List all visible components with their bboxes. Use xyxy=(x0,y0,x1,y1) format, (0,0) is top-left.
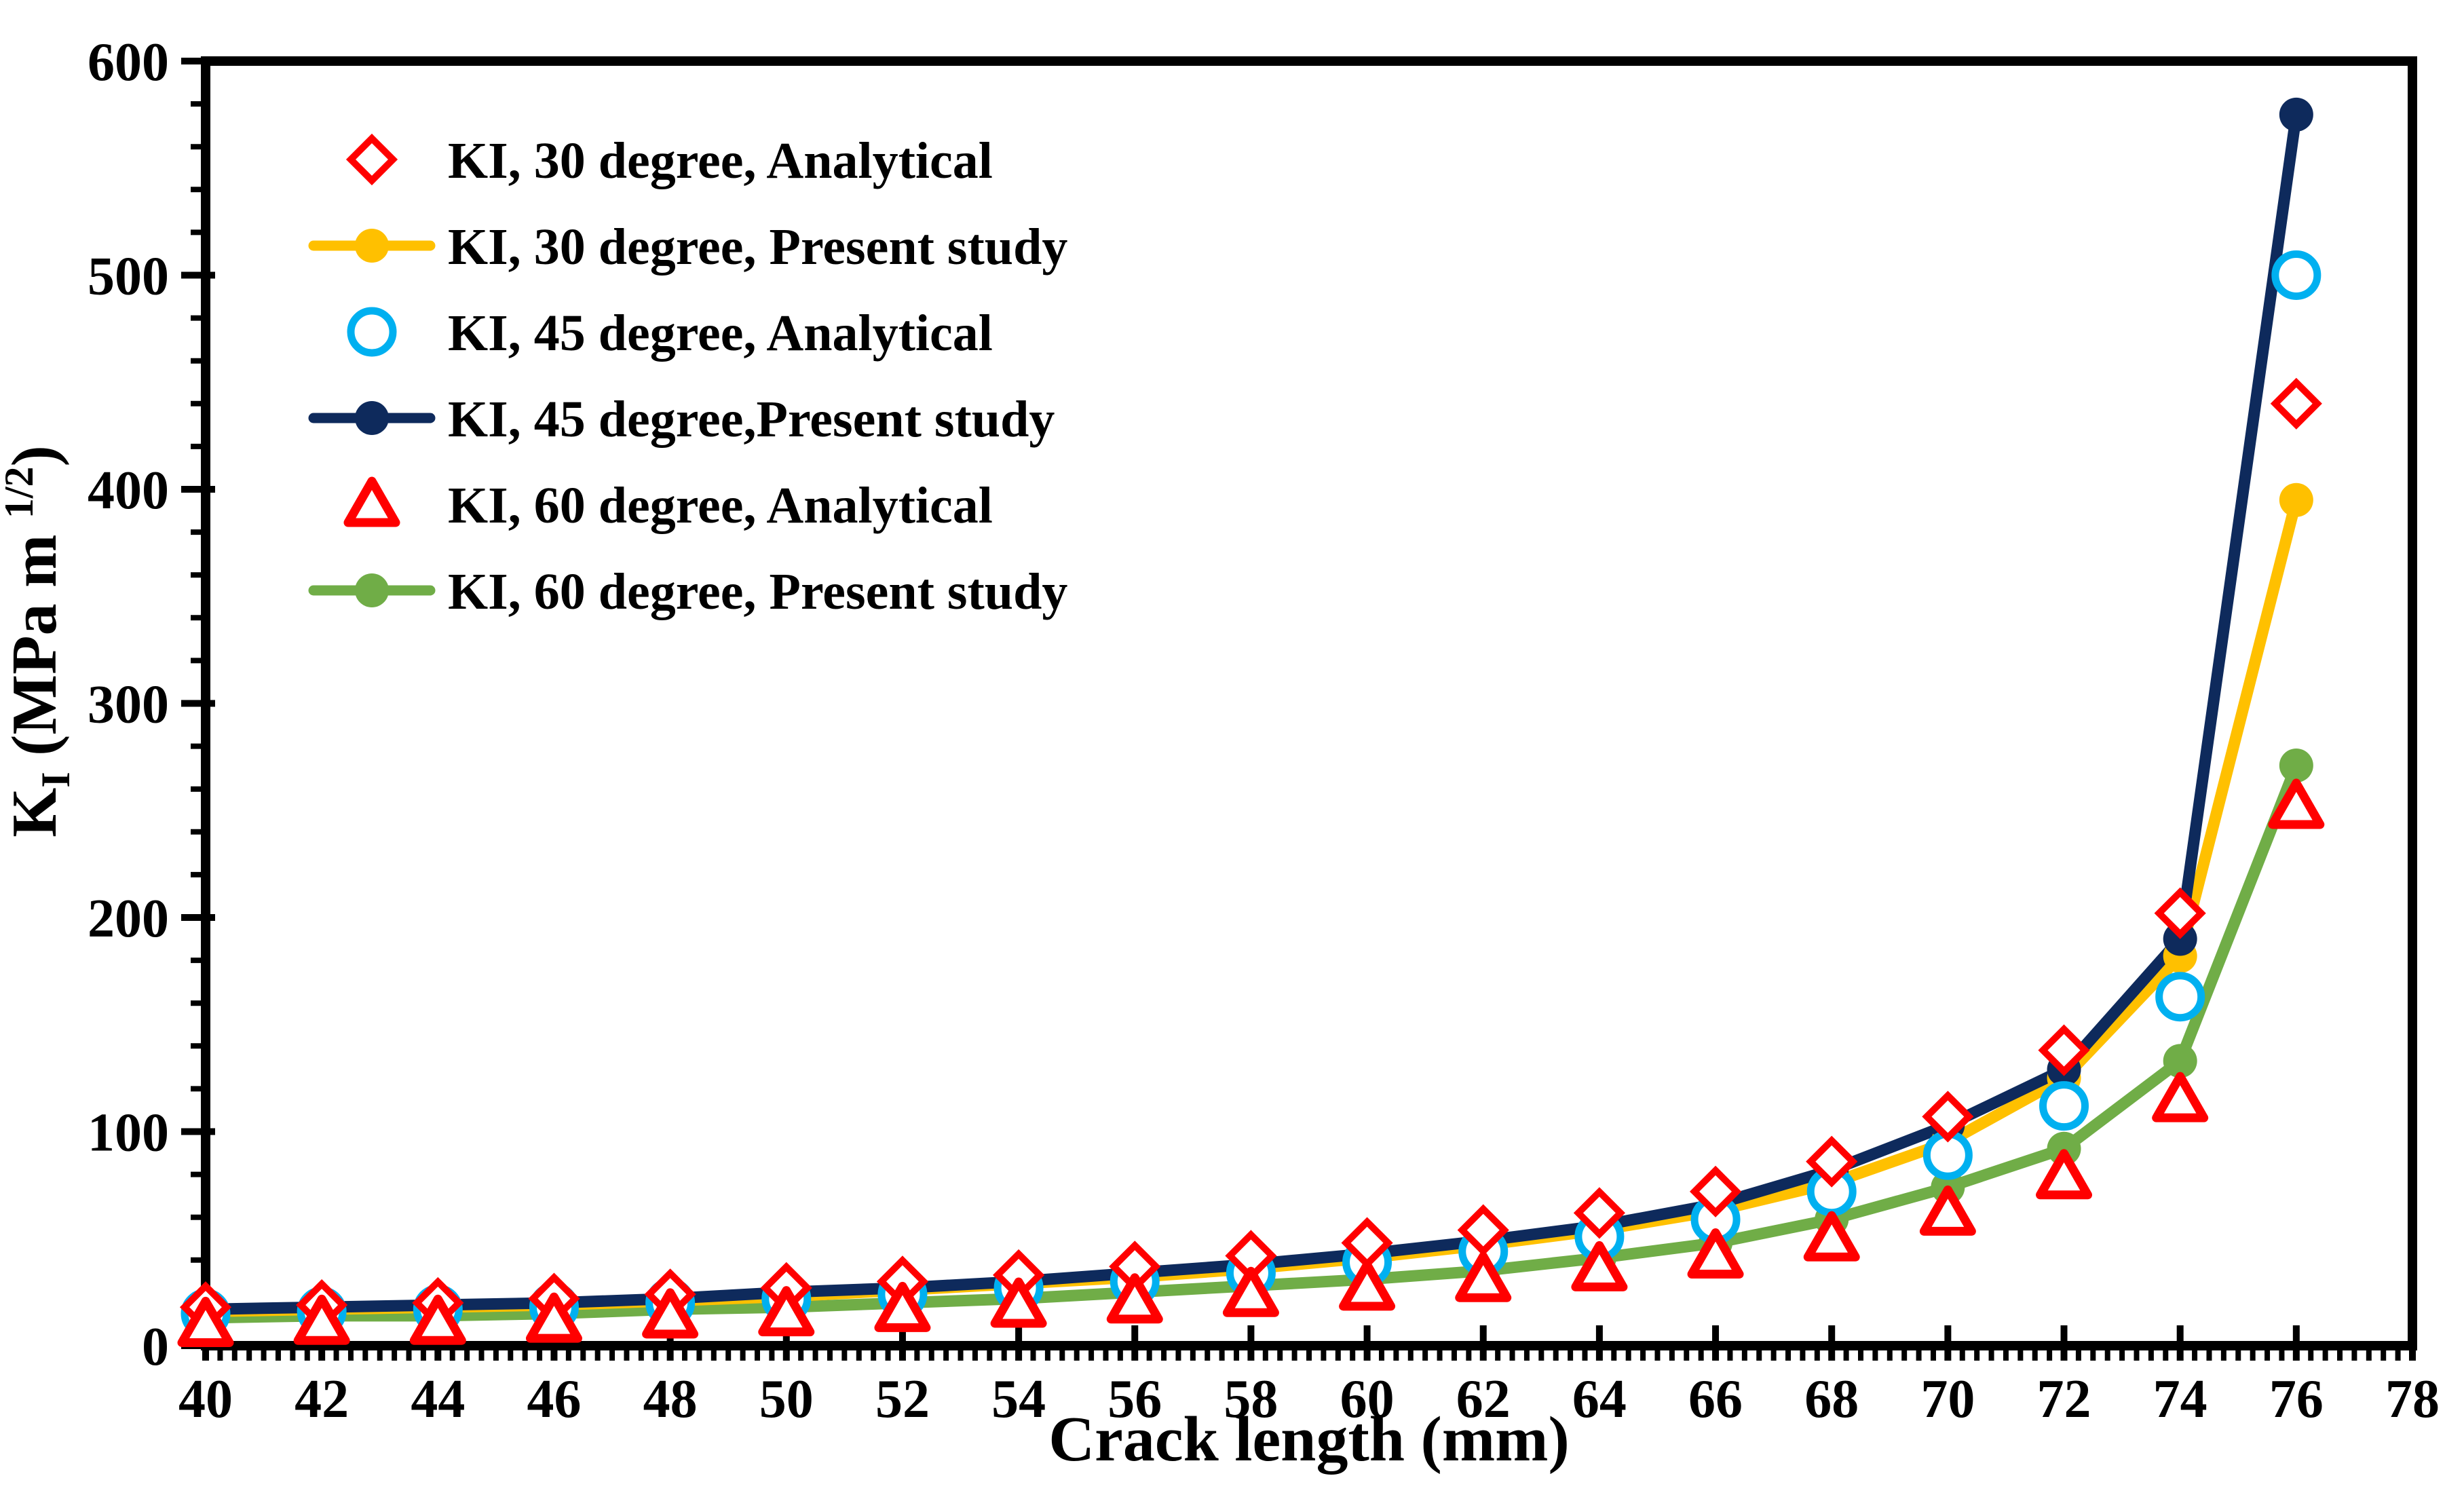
legend-marker xyxy=(355,401,389,435)
x-axis-tick-label: 46 xyxy=(527,1369,581,1429)
y-title-text: K xyxy=(0,788,70,837)
x-axis-tick-label: 54 xyxy=(991,1369,1046,1429)
y-axis-tick-label: 0 xyxy=(142,1317,169,1377)
data-point-series-2 xyxy=(2039,1081,2089,1131)
y-title-text: ) xyxy=(0,445,70,466)
data-point-series-4 xyxy=(990,1277,1047,1328)
x-axis-tick-label: 40 xyxy=(178,1369,233,1429)
series-line-3 xyxy=(200,109,2302,1315)
data-point-series-0 xyxy=(1922,1091,1974,1143)
data-point-series-4 xyxy=(1571,1241,1628,1291)
data-point-series-0 xyxy=(2154,887,2206,939)
data-point-series-0 xyxy=(1689,1165,1742,1217)
data-point-series-4 xyxy=(1222,1266,1279,1317)
x-axis-tick-label: 68 xyxy=(1804,1369,1859,1429)
data-point-series-4 xyxy=(1687,1228,1744,1279)
data-point-series-4 xyxy=(2268,778,2325,829)
data-point-series-5 xyxy=(2047,1131,2081,1166)
data-point-series-4 xyxy=(758,1286,815,1337)
data-point-series-0 xyxy=(2270,377,2322,430)
data-point-series-5 xyxy=(2279,748,2313,782)
legend-marker xyxy=(355,573,389,607)
data-point-series-4 xyxy=(2152,1072,2209,1122)
legend-item-label: KI, 30 degree, Analytical xyxy=(448,132,993,189)
x-axis-tick-label: 44 xyxy=(411,1369,465,1429)
data-point-series-0 xyxy=(2038,1024,2090,1076)
data-point-series-4 xyxy=(293,1294,350,1345)
data-point-series-1 xyxy=(2279,482,2313,517)
data-point-series-4 xyxy=(1339,1260,1396,1311)
x-axis-tick-label: 62 xyxy=(1456,1369,1511,1429)
data-point-series-4 xyxy=(1919,1185,1976,1236)
data-point-series-4 xyxy=(177,1296,234,1347)
legend-marker xyxy=(355,229,389,263)
x-axis-tick-label: 48 xyxy=(643,1369,698,1429)
legend-marker xyxy=(345,133,398,186)
y-title-subscript: I xyxy=(33,772,78,787)
legend-item-label: KI, 30 degree, Present study xyxy=(448,219,1067,276)
data-point-series-0 xyxy=(1573,1187,1625,1239)
x-axis-tick-label: 74 xyxy=(2153,1369,2207,1429)
data-point-series-4 xyxy=(2036,1149,2093,1200)
x-axis-tick-label: 66 xyxy=(1688,1369,1743,1429)
plot-area: 0 100 200 300 400 500 600 40 42 44 46 48 50 52 54 56 58 6… xyxy=(88,33,2440,1429)
x-axis-tick-label: 70 xyxy=(1920,1369,1975,1429)
y-axis-title: KI​ (MPa m 1/2​) xyxy=(0,445,78,837)
x-axis-tick-label: 42 xyxy=(295,1369,349,1429)
data-point-series-4 xyxy=(642,1288,699,1339)
y-axis-tick-label: 400 xyxy=(88,461,169,521)
y-axis-tick-label: 100 xyxy=(88,1103,169,1163)
x-axis-title: Crack length (mm) xyxy=(1048,1404,1570,1475)
legend-item-label: KI, 60 degree, Analytical xyxy=(448,477,993,534)
data-point-series-0 xyxy=(1457,1204,1509,1256)
series-line-1 xyxy=(200,494,2302,1318)
data-point-series-4 xyxy=(1455,1251,1512,1302)
data-point-series-4 xyxy=(1106,1273,1163,1324)
legend-item-label: KI, 45 degree,Present study xyxy=(448,391,1055,448)
legend-item-label: KI, 45 degree, Analytical xyxy=(448,305,993,362)
data-point-series-5 xyxy=(2163,1044,2197,1078)
y-title-superscript: 1/2 xyxy=(0,466,41,518)
data-point-series-4 xyxy=(874,1281,931,1332)
x-axis-tick-label: 76 xyxy=(2269,1369,2324,1429)
x-axis-tick-label: 56 xyxy=(1107,1369,1162,1429)
x-axis-tick-label: 64 xyxy=(1572,1369,1627,1429)
x-axis-tick-label: 50 xyxy=(759,1369,814,1429)
data-point-series-4 xyxy=(409,1294,466,1345)
x-axis-tick-label: 78 xyxy=(2385,1369,2440,1429)
legend-marker xyxy=(347,307,397,357)
y-axis-tick-label: 200 xyxy=(88,889,169,949)
data-point-series-2 xyxy=(2155,972,2205,1022)
x-axis-tick-label: 60 xyxy=(1340,1369,1395,1429)
legend-item-label: KI, 60 degree, Present study xyxy=(448,563,1067,620)
y-axis-tick-label: 500 xyxy=(88,247,169,307)
x-axis-tick-label: 58 xyxy=(1224,1369,1278,1429)
data-point-series-4 xyxy=(1803,1211,1860,1262)
y-axis-tick-label: 300 xyxy=(88,675,169,735)
y-axis-tick-label: 600 xyxy=(88,33,169,92)
data-point-series-0 xyxy=(1806,1135,1858,1188)
x-axis-tick-label: 52 xyxy=(875,1369,930,1429)
x-axis-tick-label: 72 xyxy=(2037,1369,2091,1429)
data-point-series-3 xyxy=(2279,97,2313,132)
legend-marker xyxy=(343,476,400,527)
data-point-series-2 xyxy=(2271,250,2321,300)
y-title-text: (MPa m xyxy=(0,518,70,772)
data-point-series-4 xyxy=(525,1292,582,1343)
